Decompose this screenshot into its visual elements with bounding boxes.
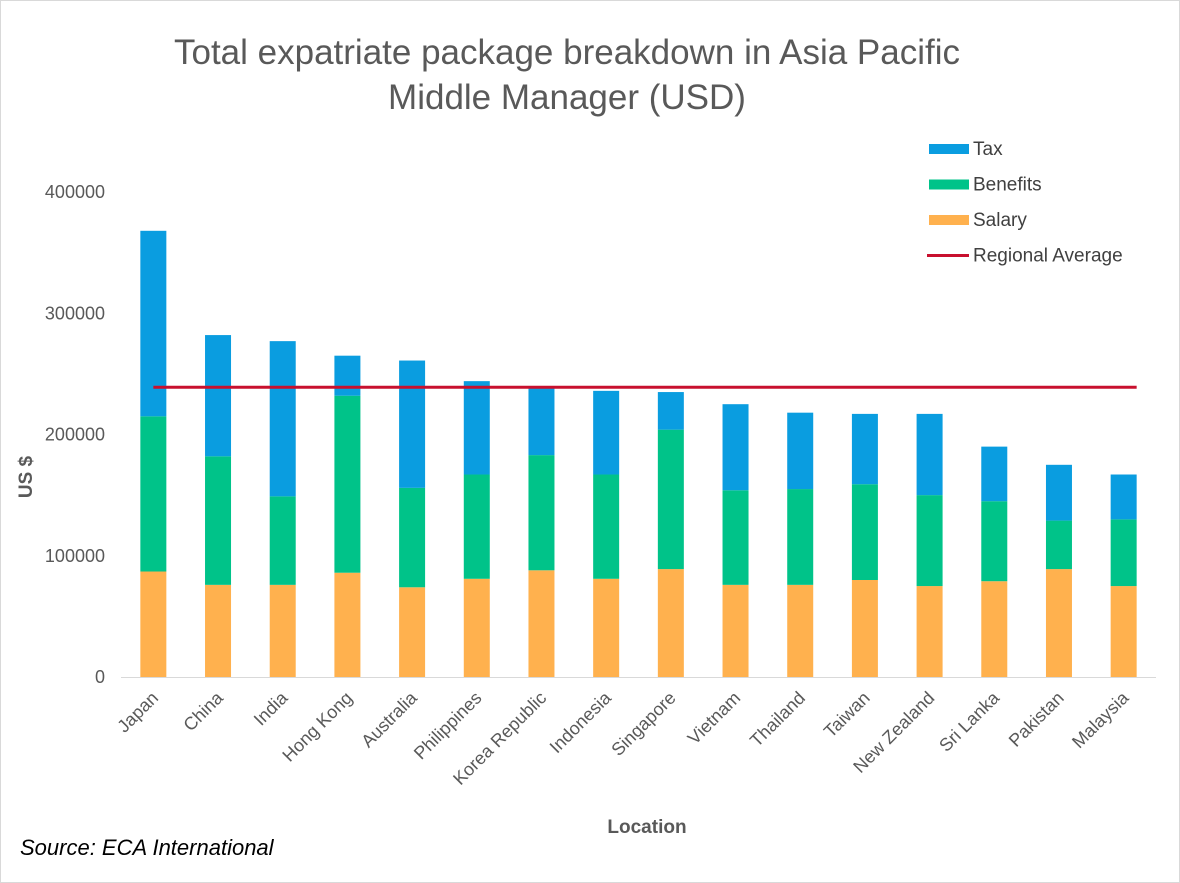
x-category-label: Japan: [113, 688, 162, 737]
legend-swatch-benefits: [929, 179, 969, 190]
x-category-label: India: [250, 687, 292, 729]
bar-tax: [463, 381, 490, 475]
bar-tax: [657, 392, 684, 430]
bar-salary: [916, 586, 943, 677]
y-tick-label: 300000: [45, 303, 105, 323]
bar-benefits: [1045, 520, 1072, 570]
bar-tax: [334, 355, 361, 396]
chart-legend: Tax Benefits Salary Regional Average: [927, 139, 1123, 267]
bar-salary: [787, 584, 814, 677]
bar-benefits: [657, 429, 684, 570]
bar-tax: [140, 230, 167, 417]
legend-label-salary: Salary: [973, 210, 1027, 231]
bar-salary: [269, 584, 296, 677]
bar-benefits: [593, 474, 620, 579]
bar-tax: [851, 413, 878, 485]
chart-title-line-1: Total expatriate package breakdown in As…: [174, 33, 960, 72]
bar-benefits: [334, 395, 361, 573]
bar-benefits: [787, 489, 814, 585]
bar-salary: [528, 570, 555, 677]
bar-salary: [657, 569, 684, 677]
bar-benefits: [205, 456, 232, 585]
bar-salary: [851, 580, 878, 677]
bar-tax: [787, 412, 814, 490]
bar-salary: [981, 581, 1008, 677]
bar-tax: [399, 360, 426, 488]
bar-tax: [981, 446, 1008, 502]
bar-tax: [1110, 474, 1137, 520]
x-category-label: Hong Kong: [278, 688, 356, 766]
bar-salary: [1045, 569, 1072, 677]
bar-salary: [140, 571, 167, 677]
legend-label-tax: Tax: [973, 139, 1003, 160]
x-category-label: Pakistan: [1005, 688, 1068, 751]
y-tick-label: 200000: [45, 425, 105, 445]
x-category-label: Singapore: [607, 688, 679, 760]
y-tick-label: 400000: [45, 182, 105, 202]
y-axis-title: US $: [16, 455, 37, 498]
bar-benefits: [916, 495, 943, 587]
bar-tax: [205, 335, 232, 457]
legend-label-benefits: Benefits: [973, 175, 1042, 196]
bar-tax: [269, 341, 296, 497]
legend-swatch-tax: [929, 144, 969, 154]
bar-benefits: [269, 496, 296, 585]
bar-tax: [916, 413, 943, 496]
legend-label-regional-average: Regional Average: [973, 246, 1123, 267]
x-axis-title: Location: [607, 817, 686, 838]
bar-salary: [334, 572, 361, 677]
bar-salary: [399, 587, 426, 677]
bar-salary: [205, 584, 232, 677]
bar-tax: [722, 404, 749, 491]
bar-series: [140, 230, 1137, 677]
legend-swatch-salary: [929, 215, 969, 225]
bar-tax: [593, 390, 620, 475]
y-tick-label: 0: [95, 667, 105, 687]
source-note: Source: ECA International: [20, 835, 275, 860]
bar-benefits: [399, 487, 426, 588]
bar-salary: [722, 584, 749, 677]
bar-tax: [1045, 464, 1072, 521]
bar-benefits: [1110, 519, 1137, 587]
bar-benefits: [528, 455, 555, 571]
x-category-label: Indonesia: [546, 687, 616, 757]
x-category-label: Vietnam: [684, 688, 745, 749]
x-category-label: Thailand: [746, 688, 809, 751]
bar-benefits: [463, 474, 490, 579]
x-category-label: China: [179, 687, 227, 735]
bar-salary: [1110, 586, 1137, 677]
chart-title-line-2: Middle Manager (USD): [388, 78, 746, 117]
bar-benefits: [722, 490, 749, 585]
y-tick-label: 100000: [45, 546, 105, 566]
x-category-label: Taiwan: [820, 688, 874, 742]
bar-benefits: [140, 416, 167, 572]
x-category-label: Sri Lanka: [935, 687, 1004, 756]
bar-tax: [528, 387, 555, 456]
bar-salary: [593, 578, 620, 677]
x-category-label: Malaysia: [1068, 687, 1133, 752]
y-axis-ticks: 0 100000 200000 300000 400000: [45, 182, 105, 687]
bar-salary: [463, 578, 490, 677]
bar-benefits: [981, 501, 1008, 582]
x-category-label: Australia: [357, 687, 421, 751]
bar-benefits: [851, 484, 878, 580]
